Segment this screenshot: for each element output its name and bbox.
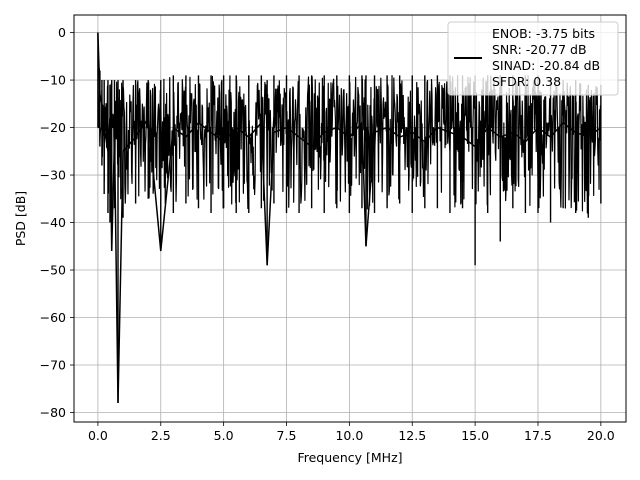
y-axis-label: PSD [dB] bbox=[13, 191, 28, 246]
y-tick-label: −40 bbox=[40, 215, 66, 230]
x-tick-label: 7.5 bbox=[277, 428, 297, 443]
plot-frame bbox=[73, 14, 627, 423]
legend-box bbox=[447, 21, 619, 96]
legend-enob-text: ENOB: -3.75 bits bbox=[492, 26, 595, 41]
legend-snr-text: SNR: -20.77 dB bbox=[492, 42, 587, 57]
x-tick-label: 10.0 bbox=[335, 428, 363, 443]
x-tick-label: 17.5 bbox=[524, 428, 552, 443]
y-tick-label: −50 bbox=[40, 263, 66, 278]
x-tick-label: 5.0 bbox=[214, 428, 234, 443]
y-tick-label: −70 bbox=[40, 358, 66, 373]
y-tick-label: −30 bbox=[40, 168, 66, 183]
y-tick-label: −20 bbox=[40, 120, 66, 135]
x-tick-label: 15.0 bbox=[461, 428, 489, 443]
legend-sfdr-text: SFDR: 0.38 bbox=[492, 74, 561, 89]
x-tick-label: 20.0 bbox=[587, 428, 615, 443]
y-tick-label: −10 bbox=[40, 73, 66, 88]
y-tick-label: 0 bbox=[58, 25, 66, 40]
legend: ENOB: -3.75 bits SNR: -20.77 dB SINAD: -… bbox=[447, 21, 619, 96]
legend-sinad-text: SINAD: -20.84 dB bbox=[492, 58, 600, 73]
psd-series-line bbox=[97, 32, 602, 404]
x-tick-label: 12.5 bbox=[398, 428, 426, 443]
x-tick-label: 0.0 bbox=[88, 428, 108, 443]
y-tick-label: −80 bbox=[40, 405, 66, 420]
y-axis: 0 −10 −20 −30 −40 −50 −60 −70 −80 bbox=[40, 25, 74, 420]
x-tick-label: 2.5 bbox=[151, 428, 171, 443]
x-axis-label: Frequency [MHz] bbox=[297, 450, 402, 465]
y-tick-label: −60 bbox=[40, 310, 66, 325]
x-axis: 0.0 2.5 5.0 7.5 10.0 12.5 15.0 17.5 20.0 bbox=[88, 422, 615, 443]
